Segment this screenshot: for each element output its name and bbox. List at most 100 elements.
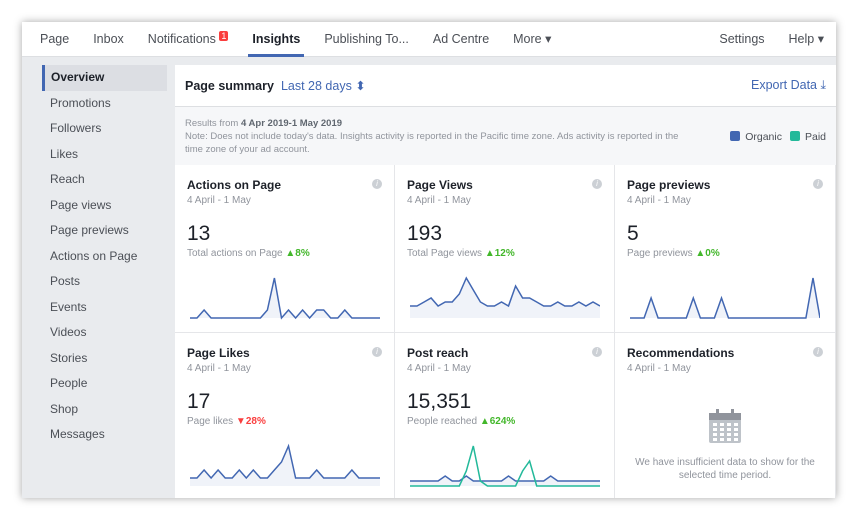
- info-icon[interactable]: i: [372, 179, 382, 189]
- info-icon[interactable]: i: [592, 179, 602, 189]
- results-note: Results from 4 Apr 2019-1 May 2019 Note: …: [175, 107, 836, 165]
- sidebar-item-followers[interactable]: Followers: [50, 121, 102, 135]
- sidebar-item-posts[interactable]: Posts: [50, 274, 81, 288]
- change-indicator: ▲0%: [695, 248, 720, 259]
- legend-label: Organic: [745, 131, 782, 143]
- card-page-previews[interactable]: Page previews 4 April - 1 May i 5 Page previ…: [615, 165, 836, 333]
- card-title: Page Views: [407, 178, 473, 192]
- organic-line: [190, 277, 380, 320]
- card-title: Post reach: [407, 346, 469, 360]
- organic-swatch: [730, 131, 741, 141]
- card-date: 4 April - 1 May: [627, 363, 691, 374]
- empty-message: We have insufficient data to show for th…: [635, 457, 815, 481]
- organic-area: [190, 278, 380, 318]
- nav-notifications[interactable]: Notifications 1: [136, 22, 241, 57]
- card-value: 13: [187, 222, 211, 245]
- info-icon[interactable]: i: [372, 347, 382, 357]
- nav-help[interactable]: Help ▾: [788, 31, 824, 46]
- sidebar: Overview Promotions Followers Likes Reach Pag…: [22, 57, 175, 498]
- results-range: 4 Apr 2019-1 May 2019: [240, 118, 343, 129]
- organic-area: [410, 278, 600, 318]
- organic-area: [410, 476, 600, 486]
- card-date: 4 April - 1 May: [407, 363, 471, 374]
- sidebar-item-messages[interactable]: Messages: [50, 427, 105, 441]
- sidebar-item-actions-on-page[interactable]: Actions on Page: [50, 248, 138, 263]
- card-post-reach[interactable]: Post reach 4 April - 1 May i 15,351 People r…: [395, 333, 615, 498]
- sidebar-item-stories[interactable]: Stories: [50, 350, 88, 365]
- sidebar-item-events[interactable]: Events: [50, 299, 87, 314]
- card-value: 15,351: [407, 390, 472, 413]
- organic-line: [410, 276, 600, 308]
- sparkline-chart[interactable]: [630, 274, 820, 320]
- legend: Organic Paid: [730, 131, 826, 144]
- main-content: Page summary Last 28 days ⬍ Export Data …: [175, 65, 836, 498]
- organic-line: [410, 475, 600, 482]
- card-actions-on-page[interactable]: Actions on Page 4 April - 1 May i 13 Total a…: [175, 165, 395, 333]
- calendar-icon: [709, 409, 741, 443]
- change-indicator: ▲12%: [484, 248, 515, 259]
- sparkline-chart[interactable]: [410, 442, 600, 488]
- top-nav: Page Inbox Notifications 1 Insights Publ…: [22, 22, 836, 57]
- organic-line: [630, 277, 820, 319]
- change-indicator: ▲624%: [479, 416, 516, 427]
- card-subtitle: Page likes: [187, 416, 234, 427]
- legend-organic: Organic: [730, 131, 782, 144]
- export-data-button[interactable]: Export Data ⤓: [750, 78, 826, 92]
- card-value: 5: [627, 222, 639, 245]
- sidebar-item-overview[interactable]: Overview: [42, 65, 167, 91]
- organic-area: [630, 278, 820, 318]
- notification-badge: 1: [219, 30, 229, 41]
- sidebar-item-reach[interactable]: Reach: [50, 172, 85, 186]
- organic-line: [190, 443, 380, 480]
- card-date: 4 April - 1 May: [187, 363, 251, 374]
- card-subtitle: Total Page views: [407, 248, 483, 259]
- organic-area: [190, 446, 380, 486]
- results-prefix: Results from: [185, 118, 241, 129]
- paid-swatch: [789, 131, 800, 141]
- legend-label: Paid: [804, 131, 826, 143]
- card-recommendations[interactable]: Recommendations 4 April - 1 May i We have i…: [615, 333, 836, 498]
- sidebar-item-videos[interactable]: Videos: [50, 325, 87, 339]
- sidebar-item-page-views[interactable]: Page views: [50, 197, 112, 212]
- card-title: Page Likes: [187, 346, 250, 360]
- nav-more[interactable]: More ▾: [513, 31, 552, 46]
- sidebar-item-people[interactable]: People: [50, 376, 88, 390]
- card-title: Page previews: [627, 178, 711, 192]
- card-date: 4 April - 1 May: [187, 195, 251, 206]
- legend-paid: Paid: [789, 131, 826, 144]
- sidebar-item-promotions[interactable]: Promotions: [50, 95, 111, 110]
- nav-ad-centre[interactable]: Ad Centre: [432, 31, 490, 46]
- sparkline-chart[interactable]: [190, 274, 380, 320]
- info-icon[interactable]: i: [813, 179, 823, 189]
- nav-insights[interactable]: Insights: [240, 22, 312, 57]
- info-icon[interactable]: i: [813, 347, 823, 357]
- date-range-dropdown[interactable]: Last 28 days ⬍: [280, 79, 366, 93]
- sparkline-chart[interactable]: [410, 274, 600, 320]
- change-indicator: ▲8%: [285, 248, 310, 259]
- insights-cards: Actions on Page 4 April - 1 May i 13 Total a…: [175, 165, 836, 498]
- card-page-likes[interactable]: Page Likes 4 April - 1 May i 17 Page likes ▼…: [175, 333, 395, 498]
- sidebar-item-likes[interactable]: Likes: [50, 146, 79, 161]
- page-summary-header: Page summary Last 28 days ⬍ Export Data …: [175, 65, 836, 107]
- card-page-views[interactable]: Page Views 4 April - 1 May i 193 Total Page …: [395, 165, 615, 333]
- card-title: Recommendations: [627, 346, 735, 360]
- card-subtitle: People reached: [407, 416, 478, 427]
- nav-publishing-tools[interactable]: Publishing To...: [324, 31, 409, 46]
- card-title: Actions on Page: [187, 178, 282, 192]
- app-window: Page Inbox Notifications 1 Insights Publ…: [22, 22, 836, 498]
- sidebar-item-shop[interactable]: Shop: [50, 401, 79, 416]
- nav-page[interactable]: Page: [40, 31, 70, 46]
- card-subtitle: Total actions on Page: [187, 248, 283, 259]
- card-date: 4 April - 1 May: [407, 195, 471, 206]
- note-text: Note: Does not include today's data. Ins…: [185, 131, 679, 155]
- card-value: 193: [407, 222, 443, 245]
- nav-settings[interactable]: Settings: [719, 31, 765, 46]
- sparkline-chart[interactable]: [190, 442, 380, 488]
- nav-label: Notifications: [147, 31, 216, 46]
- nav-inbox[interactable]: Inbox: [93, 31, 124, 46]
- paid-line: [410, 445, 600, 487]
- card-subtitle: Page previews: [627, 248, 693, 259]
- change-indicator: ▼28%: [235, 416, 266, 427]
- sidebar-item-page-previews[interactable]: Page previews: [50, 223, 129, 237]
- info-icon[interactable]: i: [592, 347, 602, 357]
